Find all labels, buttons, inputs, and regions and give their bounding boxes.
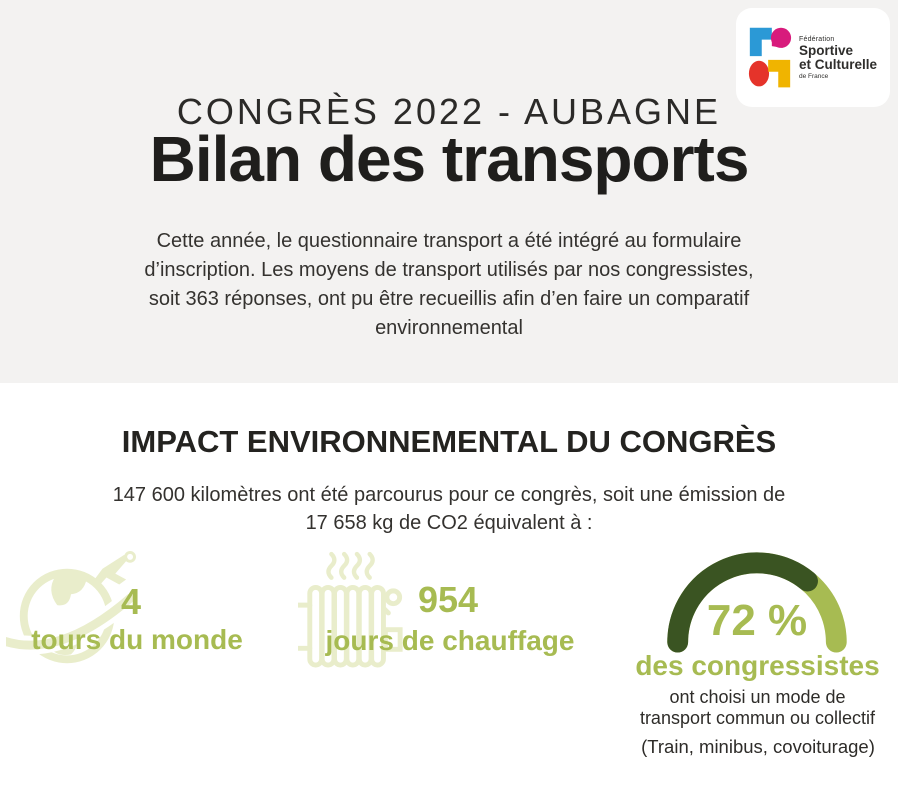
- intro-line: d’inscription. Les moyens de transport u…: [144, 259, 754, 281]
- impact-description: 147 600 kilomètres ont été parcourus pou…: [0, 481, 898, 537]
- gauge-subtext-line: transport commun ou collectif: [639, 708, 876, 728]
- intro-line: Cette année, le questionnaire transport …: [156, 230, 742, 252]
- congress-kicker: CONGRÈS 2022 - AUBAGNE: [176, 91, 722, 132]
- gauge-percent-value: 72 %: [706, 596, 808, 645]
- gauge-subtext: ont choisi un mode de transport commun o…: [630, 687, 885, 729]
- gauge-subtext-line: ont choisi un mode de: [669, 687, 846, 707]
- intro-line: environnemental: [375, 317, 523, 339]
- intro-paragraph: Cette année, le questionnaire transport …: [0, 227, 898, 343]
- header-section: Fédération Sportive et Culturelle de Fra…: [0, 0, 898, 383]
- fscf-logo: Fédération Sportive et Culturelle de Fra…: [736, 8, 890, 107]
- gauge-note: (Train, minibus, covoiturage): [641, 736, 875, 757]
- logo-federation: Fédération: [799, 35, 835, 43]
- impact-desc-line: 17 658 kg de CO2 équivalent à :: [305, 512, 593, 534]
- world-tours-label: tours du monde: [31, 624, 243, 655]
- impact-heading: IMPACT ENVIRONNEMENTAL DU CONGRÈS: [121, 424, 777, 459]
- gauge-label: des congressistes: [635, 650, 880, 681]
- semicircle-gauge-icon: [667, 552, 847, 653]
- page-title: Bilan des transports: [149, 123, 750, 195]
- intro-line: soit 363 réponses, ont pu être recueilli…: [148, 288, 750, 310]
- logo-sportive: Sportive: [799, 42, 854, 58]
- gauge-arc-fill: [667, 552, 818, 653]
- fscf-logo-icon: [748, 27, 792, 87]
- world-tours-value: 4: [120, 581, 142, 622]
- heating-days-label: jours de chauffage: [325, 625, 575, 656]
- globe-plane-icon: [6, 550, 136, 664]
- logo-culturelle: et Culturelle: [799, 56, 878, 72]
- radiator-icon: [298, 551, 403, 668]
- impact-desc-line: 147 600 kilomètres ont été parcourus pou…: [112, 484, 786, 506]
- logo-de-france: de France: [799, 72, 829, 80]
- heating-days-value: 954: [417, 579, 479, 620]
- fscf-logo-text: Fédération Sportive et Culturelle de Fra…: [799, 36, 877, 80]
